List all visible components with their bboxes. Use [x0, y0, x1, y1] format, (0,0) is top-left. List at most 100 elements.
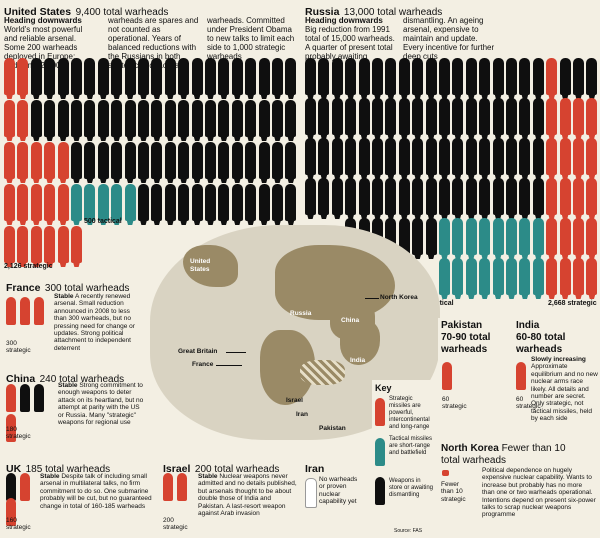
warhead-icon [519, 58, 531, 95]
warhead-icon [506, 178, 517, 215]
warhead-icon [318, 138, 330, 175]
warhead-icon [492, 138, 504, 175]
warhead-icon [272, 58, 283, 95]
warhead-icon [44, 100, 56, 137]
warhead-icon [398, 138, 410, 175]
warhead-icon [465, 58, 477, 95]
warhead-icon [372, 98, 383, 135]
warhead-icon [218, 100, 230, 137]
warhead-icon [559, 58, 571, 95]
warhead-icon [425, 138, 437, 175]
warhead-icon [44, 184, 56, 221]
warhead-icon [205, 142, 216, 179]
map-land-china [330, 300, 375, 340]
warhead-icon [492, 178, 504, 215]
warhead-icon [573, 98, 584, 135]
warhead-icon [479, 218, 491, 255]
warhead-icon [398, 98, 410, 135]
warhead-icon [84, 184, 96, 221]
warhead-icon [492, 218, 504, 255]
warhead-icon [30, 58, 42, 95]
warhead-icon [272, 100, 283, 137]
warhead-icon [305, 138, 316, 175]
warhead-icon [331, 138, 343, 175]
warhead-icon [546, 258, 558, 295]
warhead-icon [398, 178, 410, 215]
warhead-icon [245, 184, 257, 221]
india-strategic-label: 60 strategic [516, 396, 541, 411]
iran-country: Iran [305, 463, 325, 475]
warhead-icon [138, 184, 149, 221]
warhead-icon [231, 142, 243, 179]
warhead-icon [258, 58, 270, 95]
warhead-icon [452, 58, 464, 95]
uk-total: 185 total warheads [25, 464, 111, 475]
warhead-icon [124, 58, 136, 95]
warhead-icon [385, 178, 397, 215]
warhead-icon [138, 142, 149, 179]
key-stored-icon [375, 477, 385, 505]
warhead-icon [573, 258, 584, 295]
warhead-icon [17, 58, 29, 95]
warhead-icon [318, 58, 330, 95]
warhead-icon [164, 184, 176, 221]
warhead-icon [164, 142, 176, 179]
warhead-icon [285, 58, 297, 95]
warhead-icon [272, 142, 283, 179]
warhead-icon [465, 218, 477, 255]
warhead-icon [465, 258, 477, 295]
warhead-icon [138, 58, 149, 95]
france-body-text: A recently renewed arsenal. Small reduct… [54, 293, 135, 352]
warhead-icon [20, 473, 30, 501]
warhead-icon [318, 98, 330, 135]
warhead-icon [492, 258, 504, 295]
warhead-icon [97, 142, 109, 179]
warhead-icon [546, 218, 558, 255]
warhead-icon [559, 218, 571, 255]
leader-nk [365, 298, 379, 299]
us-country: United States [4, 6, 72, 18]
warhead-icon [30, 184, 42, 221]
warhead-icon [586, 58, 598, 95]
china-body: Stable Strong commitment to enough weapo… [58, 382, 144, 426]
france-country: France [6, 282, 41, 294]
key-source: Source: FAS [394, 528, 423, 534]
warhead-icon [519, 218, 531, 255]
uk-body: Stable Despite talk of including small a… [40, 473, 152, 510]
israel-status: Stable [198, 473, 218, 480]
china-strategic-label: 180 strategic [6, 426, 31, 441]
warhead-icon [546, 178, 558, 215]
warhead-icon [285, 100, 297, 137]
russia-total: 13,000 total warheads [343, 7, 443, 18]
warhead-icon [559, 138, 571, 175]
warhead-icon [439, 218, 450, 255]
warhead-icon [178, 142, 190, 179]
warhead-icon [218, 184, 230, 221]
india-country: India [516, 320, 540, 331]
us-tactical-label: 500 tactical [84, 218, 122, 225]
warhead-icon [439, 178, 450, 215]
north-korea-strategic-label: Fewer than 10 strategic [441, 481, 466, 503]
warhead-icon [111, 142, 123, 179]
warhead-icon [479, 58, 491, 95]
warhead-icon [138, 100, 149, 137]
warhead-icon [258, 142, 270, 179]
russia-header: Russia 13,000 total warheads [305, 2, 595, 20]
warhead-icon [4, 100, 15, 137]
north-korea-total-a: Fewer than 10 [501, 443, 566, 454]
pakistan-strategic-label: 60 strategic [442, 396, 467, 411]
warhead-icon [358, 98, 370, 135]
warhead-icon [6, 297, 16, 325]
warhead-icon [385, 218, 397, 255]
warhead-icon [345, 58, 357, 95]
warhead-icon [163, 473, 173, 501]
warhead-icon [205, 184, 216, 221]
key-tactical-icon [375, 438, 385, 466]
warhead-icon [412, 218, 424, 255]
warhead-icon [84, 100, 96, 137]
warhead-icon [519, 258, 531, 295]
warhead-icon [385, 58, 397, 95]
warhead-icon [231, 100, 243, 137]
warhead-icon [586, 138, 598, 175]
warhead-icon [331, 58, 343, 95]
